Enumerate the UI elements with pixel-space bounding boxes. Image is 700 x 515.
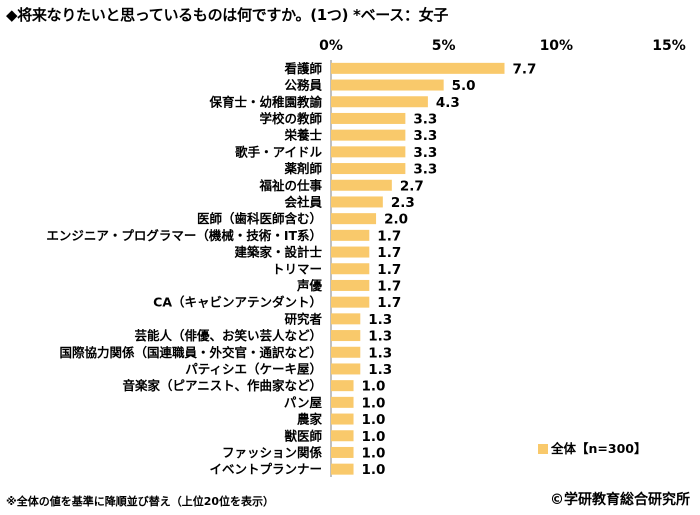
- bar: [331, 213, 377, 225]
- bar: [331, 279, 370, 291]
- bar: [331, 430, 354, 442]
- bar: [331, 446, 354, 458]
- copyright: ©学研教育総合研究所: [550, 492, 690, 508]
- bar: [331, 313, 361, 325]
- bar: [331, 146, 406, 158]
- data-label: 1.0: [362, 379, 386, 395]
- category-label: 農家: [297, 412, 323, 427]
- bar: [331, 363, 361, 375]
- footnote: ※全体の値を基準に降順並び替え（上位20位を表示）: [6, 495, 274, 508]
- category-label: 建築家・設計士: [234, 245, 322, 260]
- data-label: 3.3: [413, 128, 437, 144]
- category-label: 看護師: [284, 61, 322, 76]
- data-label: 1.3: [368, 329, 392, 345]
- category-label: 保育士・幼稚園教諭: [208, 94, 322, 109]
- category-label: 医師（歯科医師含む）: [197, 211, 322, 226]
- x-tick-label: 5%: [432, 38, 456, 54]
- data-label: 1.7: [377, 262, 401, 278]
- chart-title: ◆将来なりたいと思っているものは何ですか。(1つ) *ベース：女子: [6, 6, 449, 24]
- data-label: 3.3: [413, 111, 437, 127]
- x-tick-label: 10%: [540, 38, 574, 54]
- data-label: 3.3: [413, 145, 437, 161]
- bar: [331, 129, 406, 141]
- data-label: 1.0: [362, 412, 386, 428]
- category-label: 歌手・アイドル: [235, 144, 322, 159]
- bar: [331, 196, 383, 208]
- bar: [331, 112, 406, 124]
- category-label: トリマー: [272, 261, 322, 276]
- category-label: 栄養士: [283, 128, 322, 143]
- data-label: 1.3: [368, 312, 392, 328]
- data-label: 1.3: [368, 345, 392, 361]
- legend-label: 全体【n=300】: [550, 441, 646, 456]
- bar: [331, 62, 505, 74]
- category-label: エンジニア・プログラマー（機械・技術・IT系）: [46, 228, 322, 243]
- data-label: 1.7: [377, 228, 401, 244]
- bar: [331, 396, 354, 408]
- bar: [331, 246, 370, 258]
- category-label: CA（キャビンアテンダント）: [153, 295, 322, 310]
- bar: [331, 229, 370, 241]
- data-label: 1.0: [362, 429, 386, 445]
- category-label: パン屋: [284, 395, 323, 410]
- data-label: 1.0: [362, 395, 386, 411]
- category-label: イベントプランナー: [209, 462, 322, 477]
- bar: [331, 380, 354, 392]
- bar: [331, 296, 370, 308]
- data-label: 2.3: [391, 195, 415, 211]
- category-label: 会社員: [284, 194, 322, 209]
- x-tick-label: 0%: [319, 38, 343, 54]
- data-label: 3.3: [413, 162, 437, 178]
- data-label: 1.0: [362, 445, 386, 461]
- bar: [331, 179, 392, 191]
- data-label: 1.0: [362, 462, 386, 478]
- bar: [331, 263, 370, 275]
- x-tick-label: 15%: [652, 38, 686, 54]
- data-label: 4.3: [436, 95, 460, 111]
- bar: [331, 463, 354, 475]
- data-label: 1.7: [377, 278, 401, 294]
- data-label: 1.7: [377, 295, 401, 311]
- category-label: 音楽家（ピアニスト、作曲家など）: [122, 378, 322, 393]
- data-label: 2.7: [400, 178, 424, 194]
- category-label: 公務員: [284, 78, 322, 93]
- legend-swatch: [538, 444, 548, 454]
- bar: [331, 96, 428, 108]
- category-label: 芸能人（俳優、お笑い芸人など）: [134, 328, 322, 343]
- bar: [331, 330, 361, 342]
- data-label: 1.7: [377, 245, 401, 261]
- category-label: 声優: [296, 278, 323, 293]
- category-label: 福祉の仕事: [258, 178, 322, 193]
- data-label: 2.0: [384, 212, 408, 228]
- bar: [331, 163, 406, 175]
- category-label: パティシエ（ケーキ屋）: [185, 361, 322, 376]
- category-label: 獣医師: [284, 428, 322, 443]
- bar: [331, 413, 354, 425]
- data-label: 1.3: [368, 362, 392, 378]
- legend: 全体【n=300】: [538, 441, 646, 456]
- data-label: 7.7: [513, 61, 537, 77]
- bar: [331, 346, 361, 358]
- category-label: 研究者: [284, 311, 322, 326]
- category-label: 学校の教師: [259, 111, 322, 126]
- category-label: ファッション関係: [222, 445, 323, 460]
- data-label: 5.0: [452, 78, 476, 94]
- category-label: 国際協力関係（国連職員・外交官・通訳など）: [59, 345, 322, 360]
- category-label: 薬剤師: [283, 161, 322, 176]
- bar: [331, 79, 444, 91]
